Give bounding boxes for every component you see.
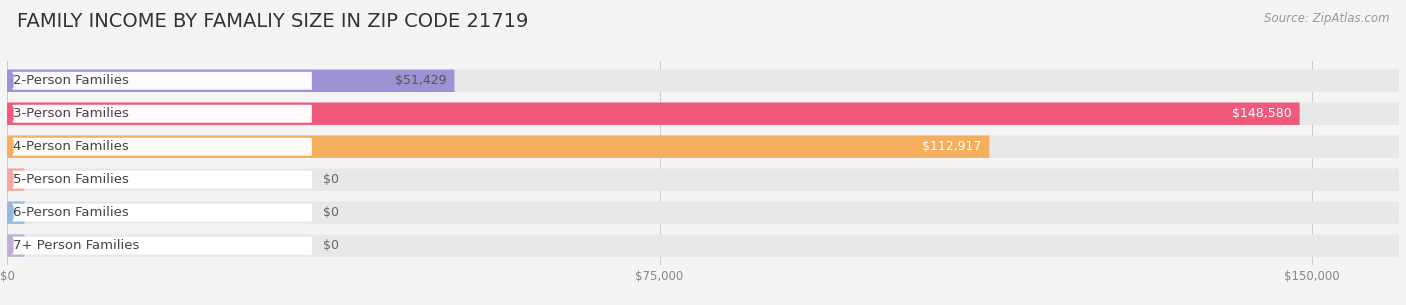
Text: $112,917: $112,917 bbox=[922, 140, 981, 153]
FancyBboxPatch shape bbox=[13, 105, 312, 123]
Text: $148,580: $148,580 bbox=[1232, 107, 1291, 120]
Text: Source: ZipAtlas.com: Source: ZipAtlas.com bbox=[1264, 12, 1389, 25]
FancyBboxPatch shape bbox=[7, 70, 1399, 92]
Text: 5-Person Families: 5-Person Families bbox=[13, 173, 128, 186]
FancyBboxPatch shape bbox=[7, 168, 1399, 191]
Text: FAMILY INCOME BY FAMALIY SIZE IN ZIP CODE 21719: FAMILY INCOME BY FAMALIY SIZE IN ZIP COD… bbox=[17, 12, 529, 31]
Text: 6-Person Families: 6-Person Families bbox=[13, 206, 128, 219]
Text: $0: $0 bbox=[323, 239, 339, 252]
FancyBboxPatch shape bbox=[13, 237, 312, 255]
Text: $0: $0 bbox=[323, 206, 339, 219]
Text: $51,429: $51,429 bbox=[395, 74, 446, 87]
Text: 4-Person Families: 4-Person Families bbox=[13, 140, 128, 153]
FancyBboxPatch shape bbox=[7, 201, 24, 224]
FancyBboxPatch shape bbox=[7, 135, 1399, 158]
FancyBboxPatch shape bbox=[13, 171, 312, 188]
FancyBboxPatch shape bbox=[7, 102, 1399, 125]
Text: 2-Person Families: 2-Person Families bbox=[13, 74, 128, 87]
FancyBboxPatch shape bbox=[13, 72, 312, 90]
Text: $0: $0 bbox=[323, 173, 339, 186]
Text: 7+ Person Families: 7+ Person Families bbox=[13, 239, 139, 252]
FancyBboxPatch shape bbox=[7, 135, 990, 158]
FancyBboxPatch shape bbox=[7, 70, 454, 92]
FancyBboxPatch shape bbox=[7, 168, 24, 191]
FancyBboxPatch shape bbox=[13, 204, 312, 221]
FancyBboxPatch shape bbox=[7, 234, 1399, 257]
FancyBboxPatch shape bbox=[7, 102, 1299, 125]
Text: 3-Person Families: 3-Person Families bbox=[13, 107, 128, 120]
FancyBboxPatch shape bbox=[7, 201, 1399, 224]
FancyBboxPatch shape bbox=[13, 138, 312, 156]
FancyBboxPatch shape bbox=[7, 234, 24, 257]
